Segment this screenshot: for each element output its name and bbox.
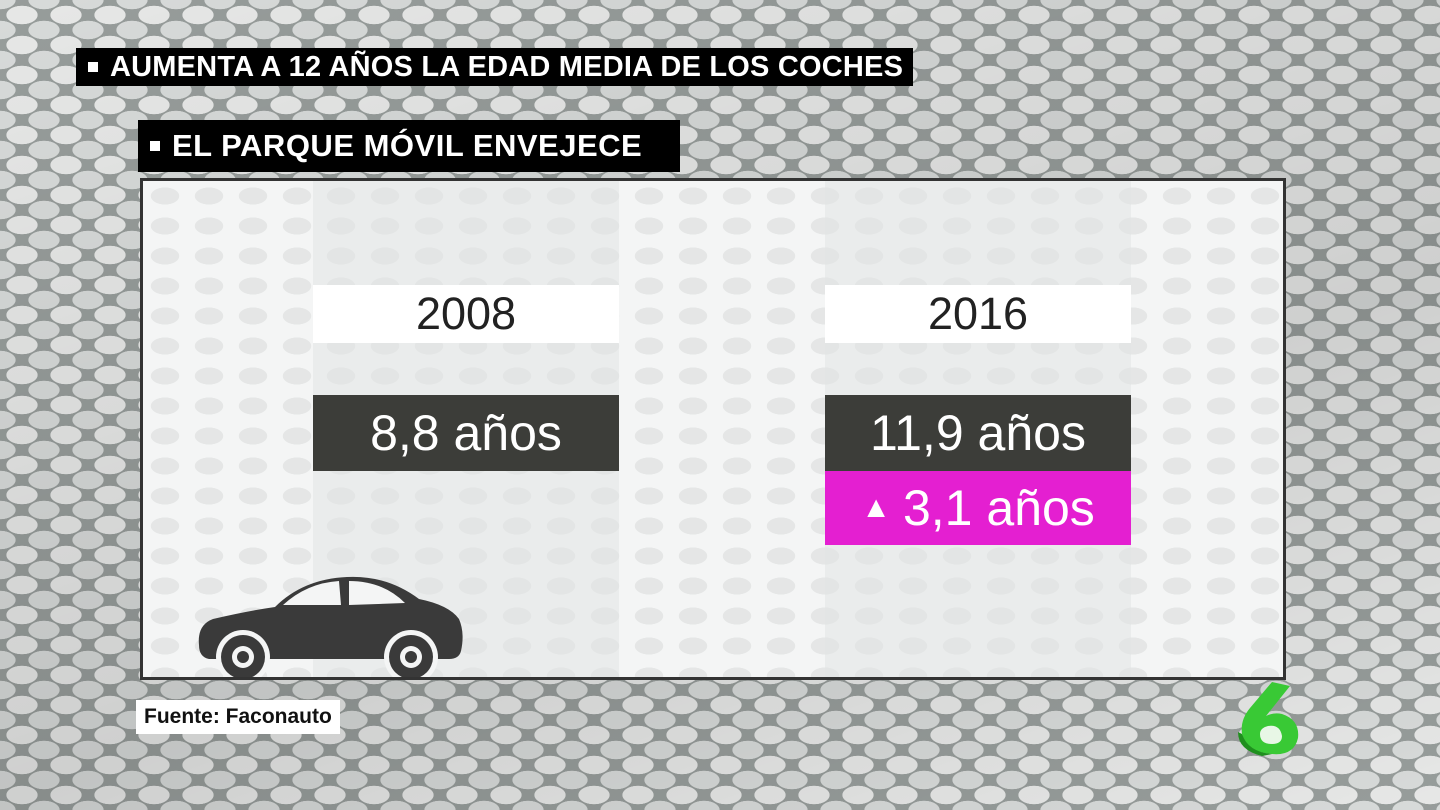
column-2016: 2016 11,9 años ▲ 3,1 años — [825, 181, 1131, 677]
headline-main: AUMENTA A 12 AÑOS LA EDAD MEDIA DE LOS C… — [76, 48, 914, 86]
square-bullet-icon — [88, 62, 98, 72]
comparison-panel: 2008 8,8 años 2016 11,9 años ▲ 3,1 años — [140, 178, 1286, 680]
headline-sub-text: EL PARQUE MÓVIL ENVEJECE — [172, 128, 643, 163]
age-value: 8,8 años — [313, 395, 619, 471]
car-icon — [198, 576, 463, 677]
year-label: 2008 — [313, 285, 619, 343]
age-increase-badge: ▲ 3,1 años — [825, 471, 1131, 545]
age-increase-value: 3,1 años — [902, 480, 1095, 536]
up-triangle-icon: ▲ — [861, 491, 891, 524]
lasexta-logo — [1238, 682, 1299, 756]
square-bullet-icon — [150, 141, 160, 151]
source-caption: Fuente: Faconauto — [136, 700, 340, 734]
year-label: 2016 — [825, 285, 1131, 343]
headline-main-text: AUMENTA A 12 AÑOS LA EDAD MEDIA DE LOS C… — [110, 50, 904, 83]
age-value: 11,9 años — [825, 395, 1131, 471]
headline-sub: EL PARQUE MÓVIL ENVEJECE — [138, 120, 681, 172]
